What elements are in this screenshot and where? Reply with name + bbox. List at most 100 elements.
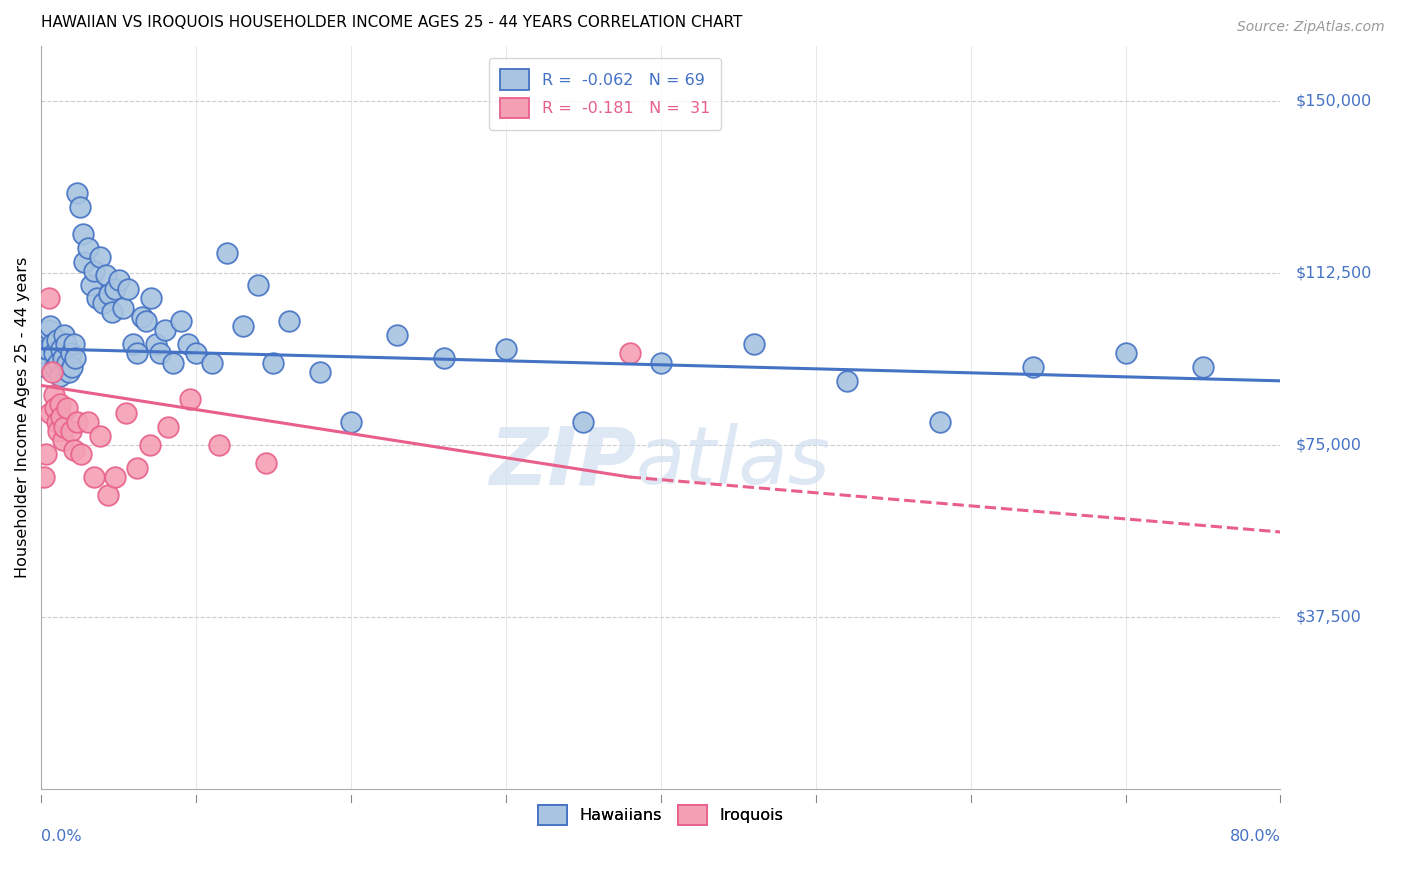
Text: $75,000: $75,000: [1295, 437, 1361, 452]
Point: [149, 346, 172, 360]
Point: [215, 245, 238, 260]
Point: [60, 360, 83, 375]
Point: [53, 419, 76, 434]
Point: [254, 456, 277, 470]
Point: [48, 397, 70, 411]
Point: [41, 365, 63, 379]
Point: [104, 282, 127, 296]
Point: [35, 447, 58, 461]
Point: [98, 286, 121, 301]
Point: [162, 355, 184, 369]
Text: Source: ZipAtlas.com: Source: ZipAtlas.com: [1237, 20, 1385, 34]
Point: [135, 314, 157, 328]
Point: [42, 387, 65, 401]
Point: [117, 282, 139, 296]
Point: [742, 337, 765, 351]
Point: [101, 305, 124, 319]
Point: [32, 346, 55, 360]
Point: [1021, 360, 1043, 375]
Point: [62, 337, 84, 351]
Point: [59, 346, 82, 360]
Point: [45, 333, 67, 347]
Point: [96, 268, 118, 283]
Text: 0.0%: 0.0%: [41, 830, 82, 845]
Point: [619, 346, 641, 360]
Point: [76, 241, 98, 255]
Point: [572, 415, 595, 429]
Point: [86, 292, 108, 306]
Point: [52, 351, 75, 365]
Text: HAWAIIAN VS IROQUOIS HOUSEHOLDER INCOME AGES 25 - 44 YEARS CORRELATION CHART: HAWAIIAN VS IROQUOIS HOUSEHOLDER INCOME …: [41, 15, 742, 30]
Point: [56, 355, 79, 369]
Point: [433, 351, 456, 365]
Point: [70, 447, 93, 461]
Point: [59, 424, 82, 438]
Point: [127, 461, 149, 475]
Point: [145, 337, 167, 351]
Point: [32, 470, 55, 484]
Point: [45, 415, 67, 429]
Point: [835, 374, 858, 388]
Point: [309, 365, 332, 379]
Point: [39, 318, 62, 333]
Point: [44, 360, 66, 375]
Point: [138, 438, 160, 452]
Point: [177, 337, 200, 351]
Point: [83, 470, 105, 484]
Point: [278, 314, 301, 328]
Point: [387, 328, 409, 343]
Point: [107, 273, 129, 287]
Point: [38, 292, 60, 306]
Point: [51, 410, 73, 425]
Point: [89, 429, 111, 443]
Point: [650, 355, 672, 369]
Point: [1192, 360, 1215, 375]
Point: [44, 401, 66, 416]
Point: [79, 277, 101, 292]
Point: [35, 360, 58, 375]
Point: [104, 470, 127, 484]
Point: [231, 318, 253, 333]
Point: [131, 310, 153, 324]
Point: [46, 424, 69, 438]
Point: [52, 434, 75, 448]
Point: [157, 419, 180, 434]
Point: [38, 323, 60, 337]
Point: [42, 346, 65, 360]
Point: [39, 406, 62, 420]
Text: ZIP: ZIP: [489, 423, 636, 501]
Point: [179, 392, 201, 407]
Point: [37, 342, 59, 356]
Text: $150,000: $150,000: [1295, 94, 1372, 109]
Legend: Hawaiians, Iroquois: Hawaiians, Iroquois: [527, 793, 794, 836]
Point: [55, 337, 77, 351]
Point: [200, 355, 222, 369]
Text: $112,500: $112,500: [1295, 266, 1372, 281]
Point: [495, 342, 517, 356]
Point: [97, 488, 120, 502]
Text: atlas: atlas: [636, 423, 831, 501]
Point: [48, 369, 70, 384]
Point: [89, 250, 111, 264]
Text: $37,500: $37,500: [1295, 609, 1361, 624]
Point: [72, 227, 94, 242]
Point: [58, 365, 80, 379]
Text: 80.0%: 80.0%: [1230, 830, 1281, 845]
Point: [1115, 346, 1137, 360]
Point: [115, 406, 138, 420]
Point: [208, 438, 231, 452]
Point: [83, 264, 105, 278]
Point: [73, 254, 96, 268]
Point: [76, 415, 98, 429]
Point: [69, 200, 91, 214]
Point: [169, 314, 191, 328]
Point: [56, 401, 79, 416]
Point: [246, 277, 269, 292]
Point: [41, 337, 63, 351]
Point: [46, 355, 69, 369]
Y-axis label: Householder Income Ages 25 - 44 years: Householder Income Ages 25 - 44 years: [15, 257, 30, 578]
Point: [62, 442, 84, 457]
Point: [928, 415, 950, 429]
Point: [139, 292, 162, 306]
Point: [153, 323, 176, 337]
